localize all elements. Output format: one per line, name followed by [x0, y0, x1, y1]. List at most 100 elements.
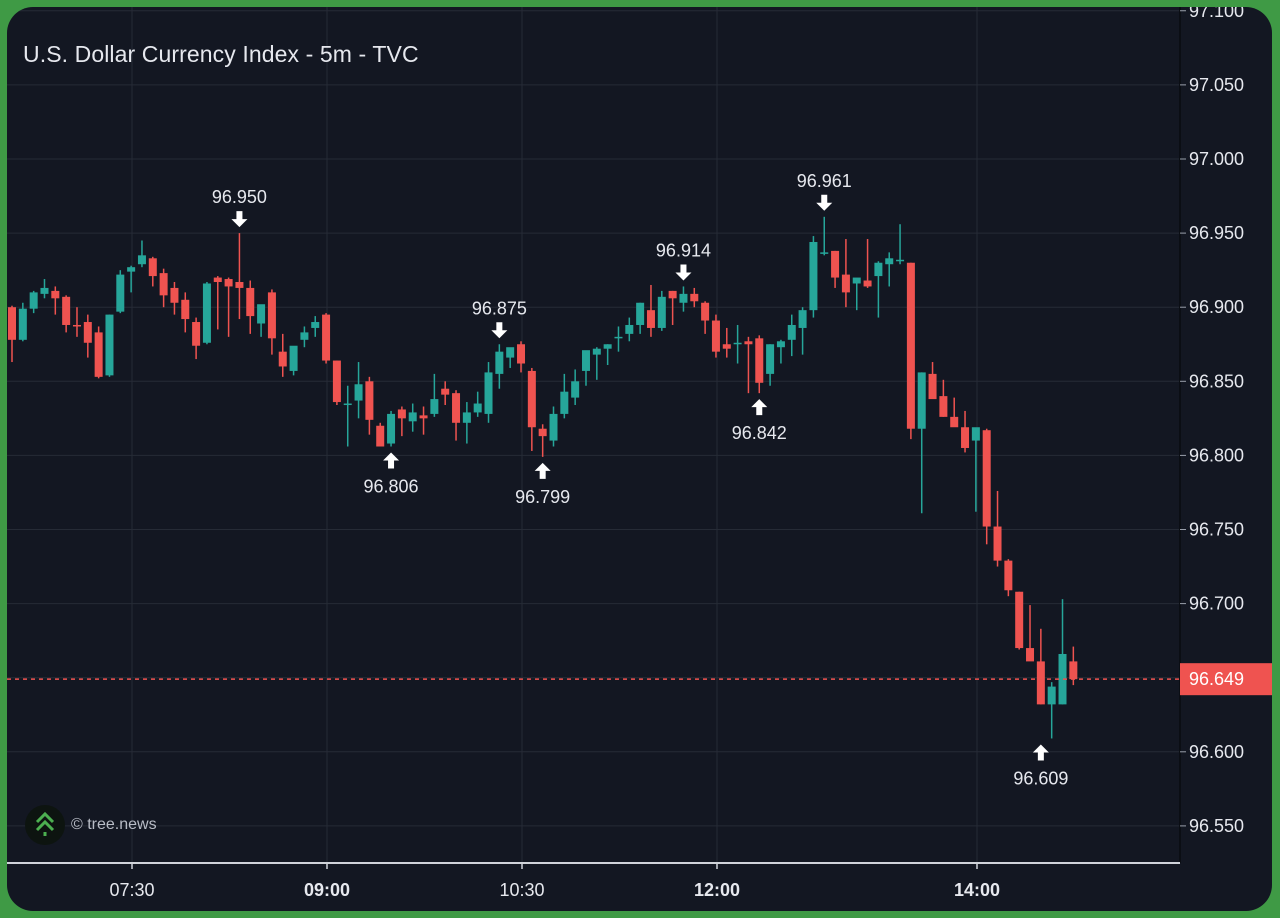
arrow-up-icon	[534, 462, 551, 479]
candle	[62, 296, 71, 325]
candle	[94, 332, 103, 377]
candle	[137, 255, 146, 265]
candle	[646, 310, 655, 328]
candle	[841, 274, 850, 293]
candle	[105, 314, 114, 376]
candle	[257, 304, 266, 324]
candle	[711, 320, 720, 352]
candle	[72, 324, 81, 327]
candle	[1004, 560, 1013, 591]
candle	[419, 415, 428, 419]
candlestick-chart[interactable]: 97.100 97.050 97.000 96.950 96.900 96.850 96.8…	[7, 7, 1272, 911]
candle	[506, 347, 515, 358]
candle	[235, 282, 244, 288]
watermark: © tree.news	[25, 805, 157, 845]
arrow-down-icon	[491, 322, 508, 339]
price-tick-label: 96.950	[1189, 223, 1244, 243]
candle	[982, 430, 991, 527]
candle	[906, 262, 915, 429]
candle	[701, 302, 710, 321]
candle	[181, 299, 190, 320]
candle	[538, 428, 547, 437]
price-tick-label: 96.750	[1189, 520, 1244, 540]
candle	[192, 322, 201, 346]
candle	[300, 332, 309, 340]
candle	[376, 425, 385, 447]
current-price-badge	[1180, 663, 1272, 696]
watermark-text: © tree.news	[71, 816, 157, 833]
price-axis[interactable]: 97.100 97.050 97.000 96.950 96.900 96.850 96.8…	[1180, 7, 1244, 836]
candle	[625, 324, 634, 334]
candle	[571, 381, 580, 398]
candle	[971, 427, 980, 441]
candle	[354, 384, 363, 401]
candle	[527, 370, 536, 428]
candle	[636, 302, 645, 325]
candle	[549, 413, 558, 441]
high-label: 96.875	[472, 298, 527, 318]
price-tick-label: 96.550	[1189, 816, 1244, 836]
price-tick-label: 96.900	[1189, 297, 1244, 317]
candle	[852, 277, 861, 284]
candle	[733, 342, 742, 345]
candle	[809, 241, 818, 311]
candle	[397, 409, 406, 419]
price-tick-label: 97.000	[1189, 149, 1244, 169]
candle	[592, 348, 601, 355]
candle	[896, 259, 905, 262]
candle	[430, 399, 439, 414]
price-tick-label: 96.700	[1189, 594, 1244, 614]
candle	[246, 287, 255, 317]
candle	[267, 292, 276, 339]
candle	[40, 287, 49, 294]
time-tick-label: 07:30	[109, 880, 154, 900]
time-tick-label: 10:30	[499, 880, 544, 900]
candle	[365, 381, 374, 420]
candle	[484, 372, 493, 414]
time-tick-label: 09:00	[304, 880, 350, 900]
candle	[473, 403, 482, 413]
candle	[787, 324, 796, 340]
candle	[820, 252, 829, 254]
candle	[1047, 686, 1056, 705]
time-tick-label: 12:00	[694, 880, 740, 900]
candle	[408, 412, 417, 422]
candle	[614, 336, 623, 339]
candle	[387, 413, 396, 444]
arrow-down-icon	[675, 264, 692, 281]
candle	[928, 373, 937, 400]
high-label: 96.914	[656, 240, 711, 260]
candle	[1026, 648, 1035, 662]
arrow-down-icon	[816, 194, 833, 211]
candle	[322, 314, 331, 361]
candle	[278, 351, 287, 367]
candle	[560, 391, 569, 414]
candle	[831, 250, 840, 278]
low-label: 96.806	[364, 477, 419, 497]
candle	[224, 279, 233, 287]
time-axis[interactable]: 07:30 09:00 10:30 12:00 14:00	[109, 863, 1000, 900]
current-price-label: 96.649	[1189, 669, 1244, 689]
candle	[29, 292, 38, 309]
chart-title: U.S. Dollar Currency Index - 5m - TVC	[23, 41, 419, 67]
candle	[1036, 661, 1045, 705]
candle	[657, 296, 666, 328]
high-label: 96.950	[212, 187, 267, 207]
candle	[1069, 661, 1078, 680]
low-label: 96.799	[515, 487, 570, 507]
candle	[202, 283, 211, 343]
candle	[950, 416, 959, 428]
candle	[441, 388, 450, 395]
grid	[7, 7, 1180, 863]
candles	[8, 216, 1078, 739]
candle	[722, 344, 731, 349]
candle	[148, 258, 157, 277]
candle	[744, 341, 753, 345]
candle	[690, 293, 699, 302]
candle	[18, 308, 27, 340]
candle	[311, 322, 320, 328]
price-tick-label: 96.800	[1189, 445, 1244, 465]
candle	[8, 307, 16, 340]
candle	[1015, 591, 1024, 649]
candle	[83, 322, 92, 343]
